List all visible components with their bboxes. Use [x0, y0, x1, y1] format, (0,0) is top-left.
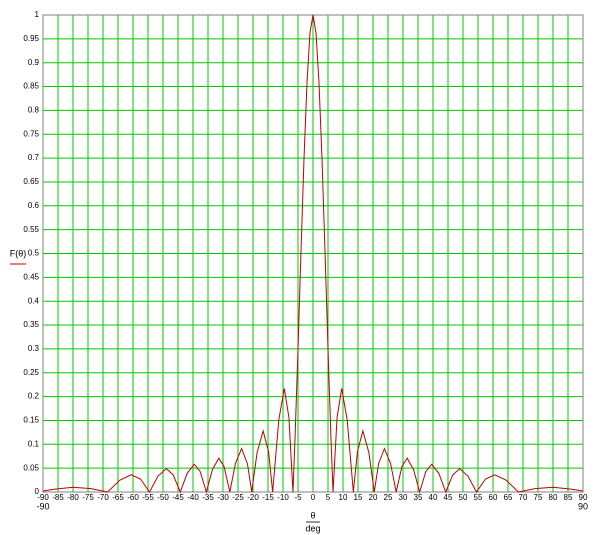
y-tick-label: 0.8 — [28, 106, 40, 115]
x-tick-label: -70 — [97, 493, 109, 502]
y-tick-label: 0 — [35, 487, 40, 496]
y-tick-label: 0.4 — [28, 296, 40, 305]
x-tick-label: 80 — [549, 493, 558, 502]
x-tick-label: 15 — [354, 493, 363, 502]
x-tick-label: 85 — [564, 493, 573, 502]
x-axis-unit: deg — [305, 523, 320, 533]
x-tick-label: 35 — [414, 493, 423, 502]
x-tick-label: 10 — [339, 493, 348, 502]
x-tick-label: 65 — [504, 493, 513, 502]
x-tick-label: 25 — [384, 493, 393, 502]
x-tick-label: -75 — [82, 493, 94, 502]
y-tick-label: 1 — [35, 10, 40, 19]
data-line — [42, 14, 584, 494]
x-tick-label: -50 — [157, 493, 169, 502]
x-tick-label: -40 — [187, 493, 199, 502]
x-tick-label: 20 — [369, 493, 378, 502]
x-tick-label: -5 — [294, 493, 302, 502]
y-tick-label: 0.9 — [28, 58, 40, 67]
x-tick-label: -15 — [262, 493, 274, 502]
y-tick-label: 0.85 — [23, 82, 39, 91]
x-tick-label: -55 — [142, 493, 154, 502]
y-tick-label: 0.75 — [23, 129, 39, 138]
y-tick-label: 0.5 — [28, 249, 40, 258]
y-tick-label: 0.6 — [28, 201, 40, 210]
x-tick-label: 90 — [579, 493, 588, 502]
y-tick-label: 0.55 — [23, 225, 39, 234]
y-tick-label: 0.1 — [28, 439, 40, 448]
x-tick-label: 0 — [311, 493, 316, 502]
y-tick-label: 0.45 — [23, 272, 39, 281]
x-tick-label: -45 — [172, 493, 184, 502]
x-tick-label: 30 — [399, 493, 408, 502]
y-tick-label: 0.2 — [28, 392, 40, 401]
y-tick-label: 0.35 — [23, 320, 39, 329]
x-tick-label: -65 — [112, 493, 124, 502]
x-tick-label: -35 — [202, 493, 214, 502]
x-tick-label: 75 — [534, 493, 543, 502]
x-tick-label: 45 — [444, 493, 453, 502]
y-tick-label: 0.7 — [28, 153, 40, 162]
y-tick-label: 0.05 — [23, 463, 39, 472]
x-tick-label: -80 — [67, 493, 79, 502]
y-tick-label: 0.95 — [23, 34, 39, 43]
x-tick-label: -60 — [127, 493, 139, 502]
y-tick-label: 0.25 — [23, 368, 39, 377]
x-tick-label: 50 — [459, 493, 468, 502]
y-tick-label: 0.65 — [23, 177, 39, 186]
x-tick-label: -20 — [247, 493, 259, 502]
x-axis-label: θ — [310, 510, 315, 520]
x-tick-label: 60 — [489, 493, 498, 502]
x-tick-label: -30 — [217, 493, 229, 502]
x-tick-label: 55 — [474, 493, 483, 502]
x-tick-label: -25 — [232, 493, 244, 502]
x-range-max: 90 — [578, 501, 588, 511]
y-tick-label: 0.15 — [23, 416, 39, 425]
x-tick-label: -85 — [52, 493, 64, 502]
x-tick-label: 40 — [429, 493, 438, 502]
x-tick-label: -90 — [37, 493, 49, 502]
x-tick-label: -10 — [277, 493, 289, 502]
x-tick-label: 5 — [326, 493, 331, 502]
y-axis-label: F(θ) — [10, 248, 27, 258]
x-tick-label: 70 — [519, 493, 528, 502]
y-tick-label: 0.3 — [28, 344, 40, 353]
x-range-min: -90 — [36, 501, 49, 511]
